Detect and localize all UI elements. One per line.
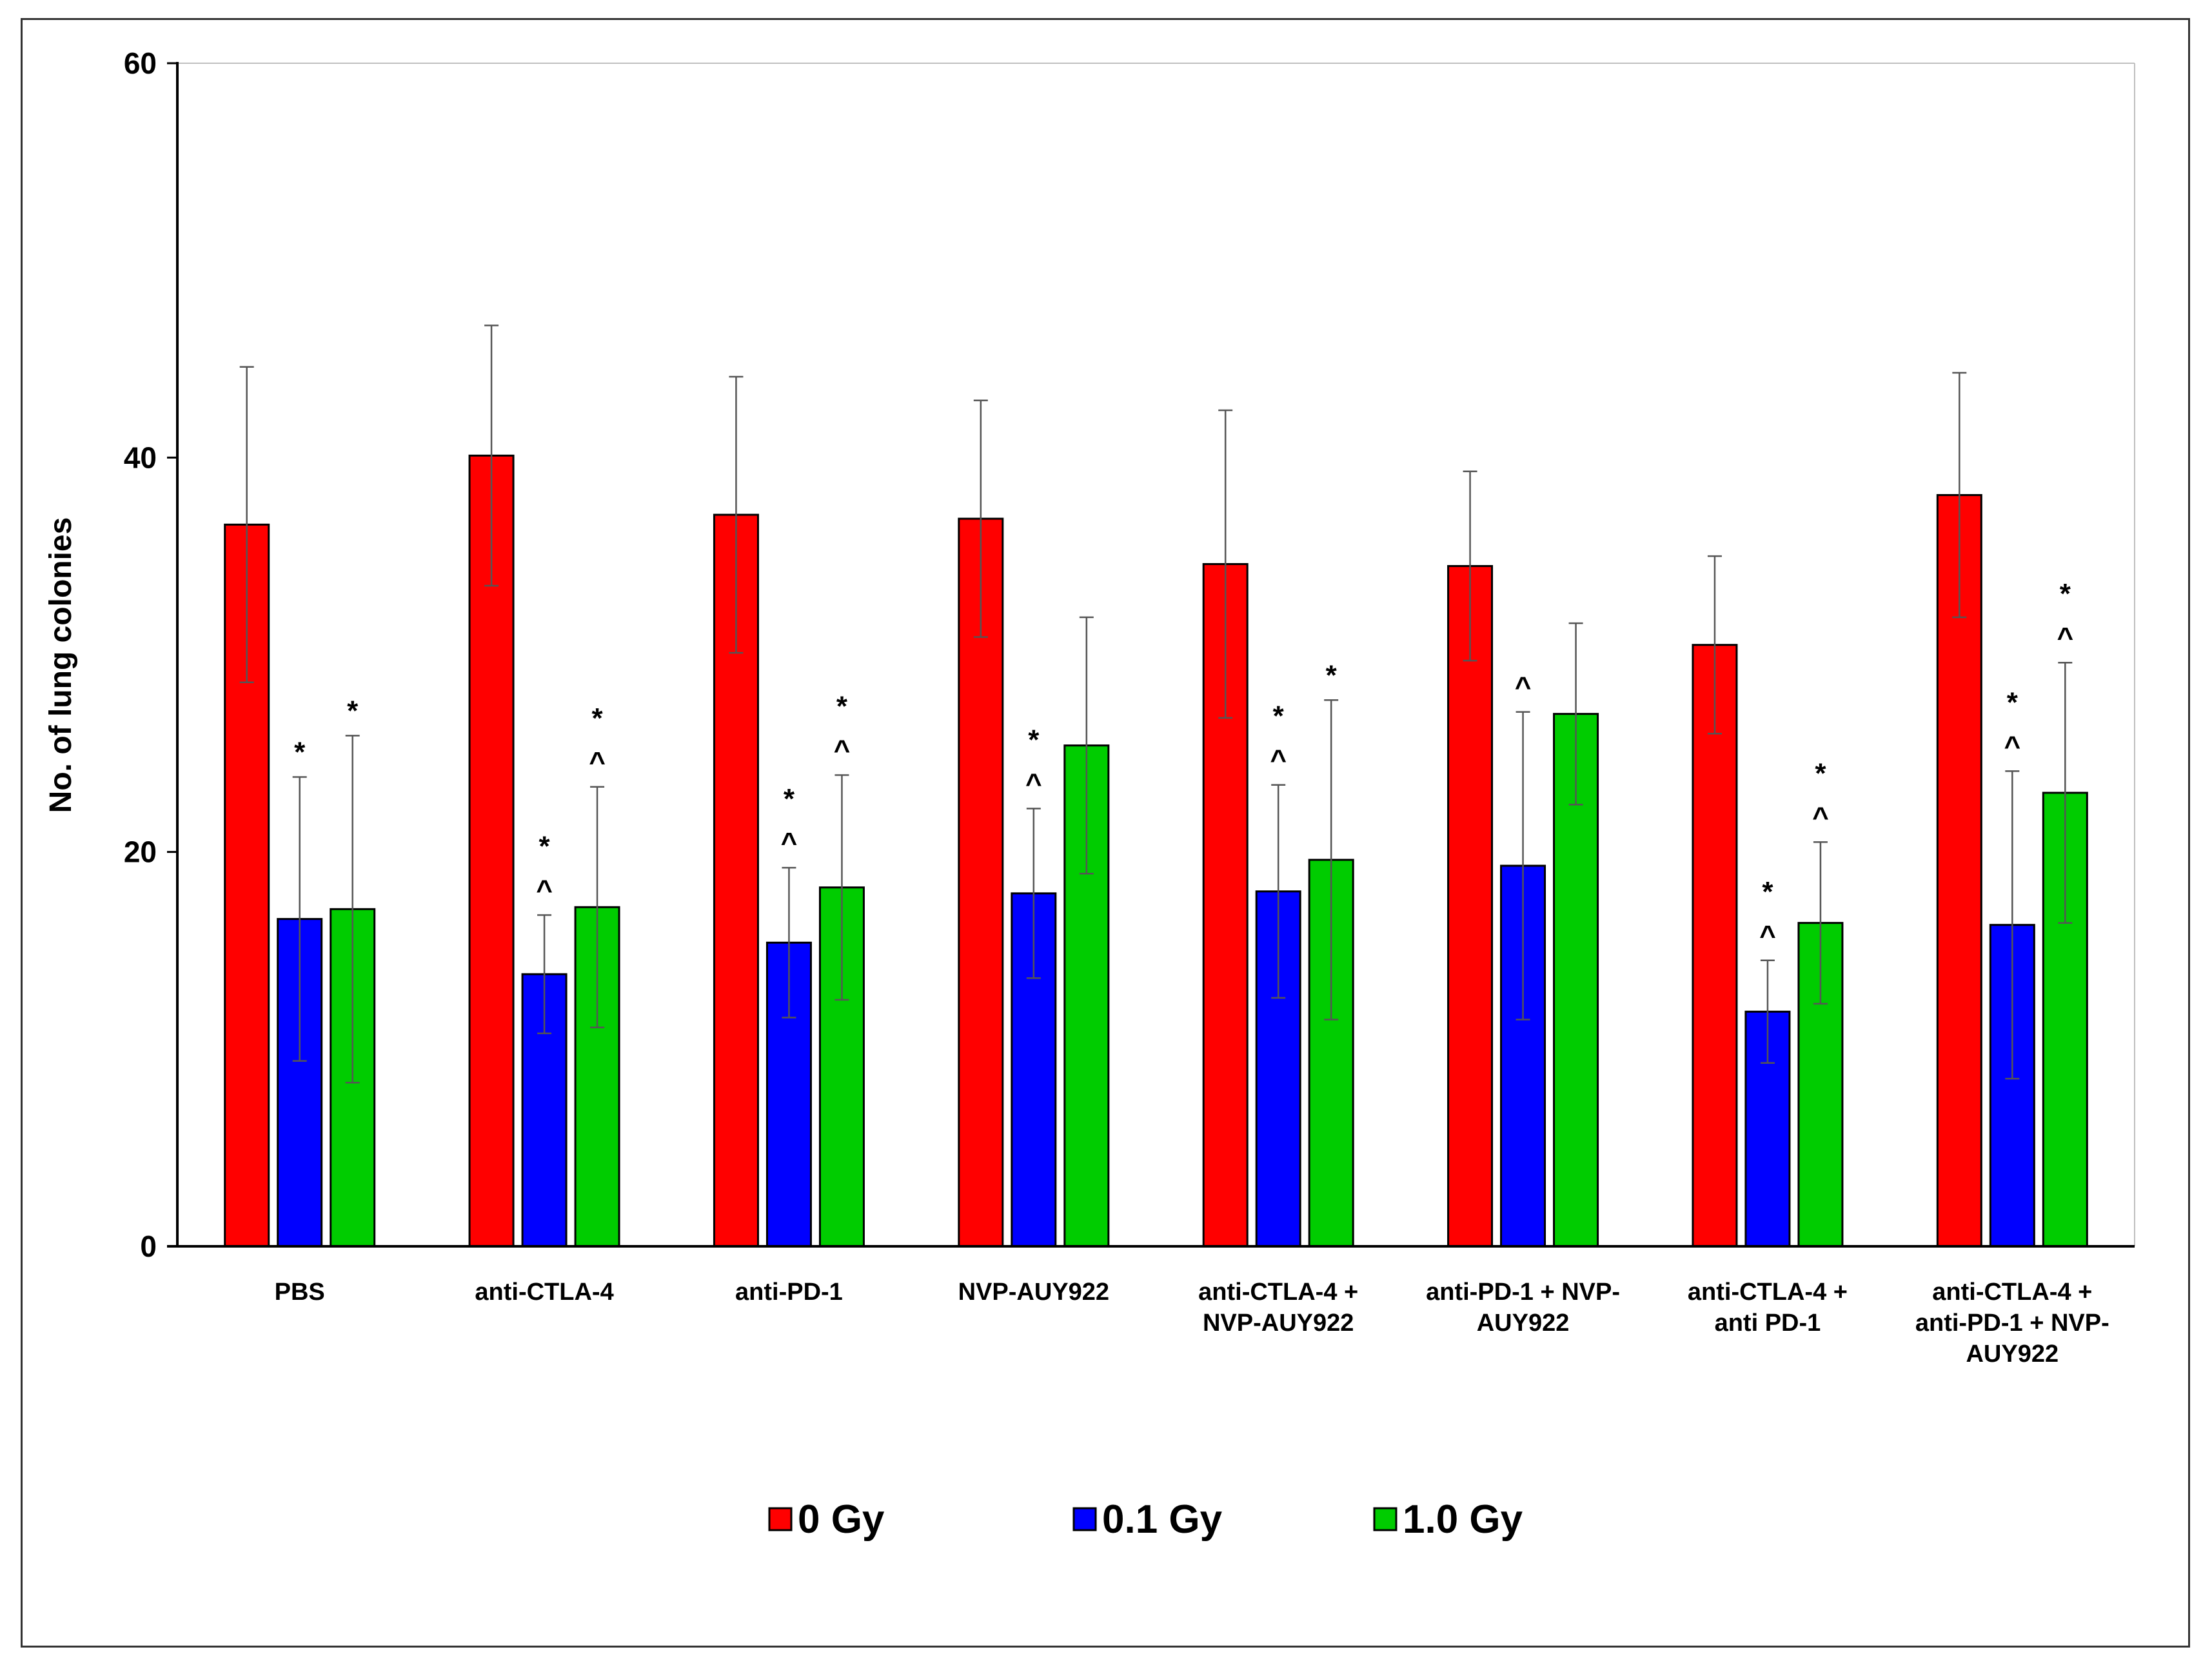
x-tick-label: anti-CTLA-4 + xyxy=(1198,1279,1358,1306)
legend-swatch xyxy=(1072,1507,1097,1531)
x-tick-label: anti-CTLA-4 xyxy=(475,1279,613,1306)
significance-marker: ^ xyxy=(2057,622,2073,653)
x-tick-label: anti-PD-1 + NVP- xyxy=(1426,1279,1620,1306)
legend-label: 0 Gy xyxy=(798,1497,885,1542)
chart-frame: No. of lung colonies 0 20 40 60 * ^ * ^ * ^ * ^ * ^ ^ *… xyxy=(21,18,2190,1648)
x-tick-label: PBS xyxy=(275,1279,325,1306)
significance-marker: ^ xyxy=(1025,768,1042,799)
bar xyxy=(1447,564,1494,1248)
bar xyxy=(958,517,1004,1248)
significance-marker: ^ xyxy=(781,827,798,859)
significance-marker: ^ xyxy=(589,746,606,778)
bar xyxy=(1500,864,1546,1248)
legend-label: 0.1 Gy xyxy=(1102,1497,1223,1542)
bar xyxy=(1692,644,1738,1248)
legend-label: 1.0 Gy xyxy=(1403,1497,1523,1542)
significance-marker: * xyxy=(1326,659,1338,691)
significance-marker: * xyxy=(539,830,551,862)
legend-swatch xyxy=(1373,1507,1397,1531)
significance-marker: * xyxy=(294,737,306,768)
y-tick-label: 60 xyxy=(124,46,157,80)
x-tick-label: anti-PD-1 + NVP- xyxy=(1915,1310,2109,1337)
x-tick-label: anti-CTLA-4 + xyxy=(1932,1279,2092,1306)
significance-marker: * xyxy=(2007,686,2019,718)
significance-marker: * xyxy=(1762,876,1773,908)
x-tick-label: AUY922 xyxy=(1966,1340,2059,1368)
significance-marker: ^ xyxy=(1759,920,1776,952)
significance-marker: ^ xyxy=(1270,744,1287,776)
significance-marker: * xyxy=(592,702,604,734)
y-tick-label: 0 xyxy=(140,1230,157,1263)
x-tick-label: anti PD-1 xyxy=(1715,1310,1821,1337)
y-tick-label: 20 xyxy=(124,835,157,869)
significance-marker: ^ xyxy=(536,874,553,906)
y-tick-label: 40 xyxy=(124,441,157,474)
significance-marker: * xyxy=(784,783,795,815)
x-tick-label: AUY922 xyxy=(1477,1310,1570,1337)
x-tick-label: anti-PD-1 xyxy=(735,1279,843,1306)
significance-marker: * xyxy=(1273,701,1285,732)
significance-marker: * xyxy=(1815,757,1826,789)
significance-marker: * xyxy=(2060,578,2071,610)
significance-marker: ^ xyxy=(834,734,851,766)
x-tick-label: NVP-AUY922 xyxy=(1203,1310,1354,1337)
significance-marker: ^ xyxy=(2004,730,2020,762)
x-tick-label: anti-CTLA-4 + xyxy=(1688,1279,1848,1306)
significance-marker: * xyxy=(1028,724,1040,755)
x-tick-label: NVP-AUY922 xyxy=(958,1279,1109,1306)
y-axis-label: No. of lung colonies xyxy=(44,517,78,813)
significance-marker: * xyxy=(836,690,848,722)
significance-marker: ^ xyxy=(1515,672,1532,703)
bar xyxy=(1936,493,1982,1248)
legend-swatch xyxy=(768,1507,793,1531)
significance-marker: ^ xyxy=(1812,801,1829,833)
significance-marker: * xyxy=(347,695,359,726)
bar-chart: No. of lung colonies 0 20 40 60 * ^ * ^ * ^ * ^ * ^ ^ *… xyxy=(44,46,2135,1542)
